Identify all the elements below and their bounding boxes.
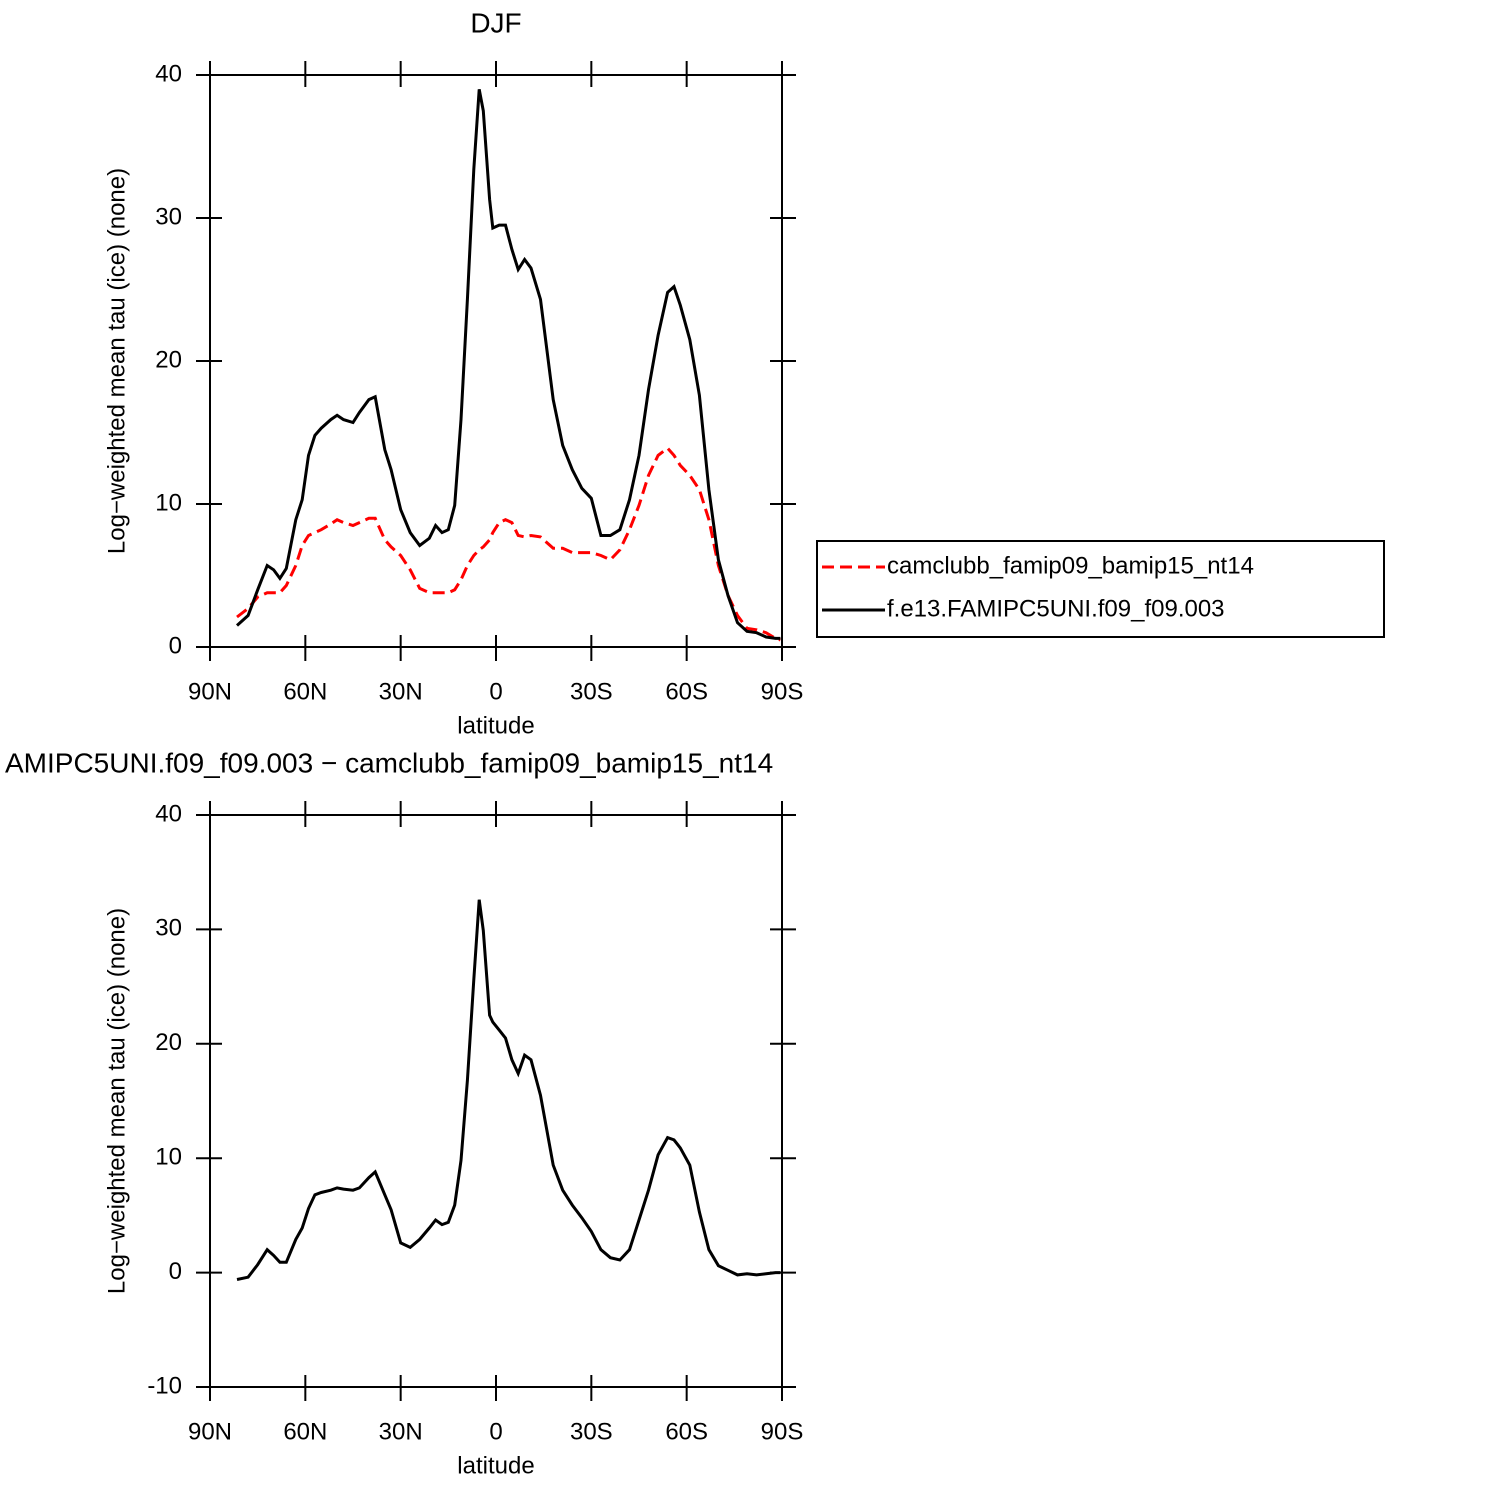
data-line: [236, 446, 781, 642]
x-tick-label: 30S: [570, 678, 613, 705]
y-tick-label: 40: [155, 800, 182, 827]
x-tick-label: 60S: [665, 678, 708, 705]
x-tick-label: 60N: [283, 1418, 327, 1445]
x-tick-label: 30N: [379, 678, 423, 705]
chart-title: AMIPC5UNI.f09_f09.003 − camclubb_famip09…: [5, 747, 773, 778]
x-tick-label: 90S: [761, 1418, 804, 1445]
x-tick-label: 30N: [379, 1418, 423, 1445]
y-tick-label: 0: [169, 1258, 182, 1285]
x-tick-label: 30S: [570, 1418, 613, 1445]
x-axis-label: latitude: [457, 1452, 534, 1479]
y-tick-label: 30: [155, 915, 182, 942]
y-axis-label: Log−weighted mean tau (ice) (none): [103, 168, 130, 554]
y-axis-label: Log−weighted mean tau (ice) (none): [103, 908, 130, 1294]
x-axis-label: latitude: [457, 712, 534, 739]
x-tick-label: 90S: [761, 678, 804, 705]
y-tick-label: -10: [147, 1372, 182, 1399]
y-tick-label: 10: [155, 1144, 182, 1171]
y-tick-label: 10: [155, 489, 182, 516]
x-tick-label: 60S: [665, 1418, 708, 1445]
x-tick-label: 0: [489, 1418, 502, 1445]
data-line: [236, 899, 781, 1281]
legend-label: f.e13.FAMIPC5UNI.f09_f09.003: [887, 595, 1225, 622]
plot-frame: [209, 814, 783, 1388]
y-tick-label: 20: [155, 346, 182, 373]
legend-box: [816, 540, 1385, 638]
x-tick-label: 90N: [188, 1418, 232, 1445]
x-tick-label: 90N: [188, 678, 232, 705]
legend-label: camclubb_famip09_bamip15_nt14: [887, 552, 1254, 579]
y-tick-label: 40: [155, 60, 182, 87]
x-tick-label: 60N: [283, 678, 327, 705]
y-tick-label: 30: [155, 203, 182, 230]
x-tick-label: 0: [489, 678, 502, 705]
chart-title: DJF: [470, 7, 521, 38]
plot-frame: [209, 74, 783, 648]
y-tick-label: 20: [155, 1029, 182, 1056]
y-tick-label: 0: [169, 632, 182, 659]
data-line: [235, 89, 781, 640]
